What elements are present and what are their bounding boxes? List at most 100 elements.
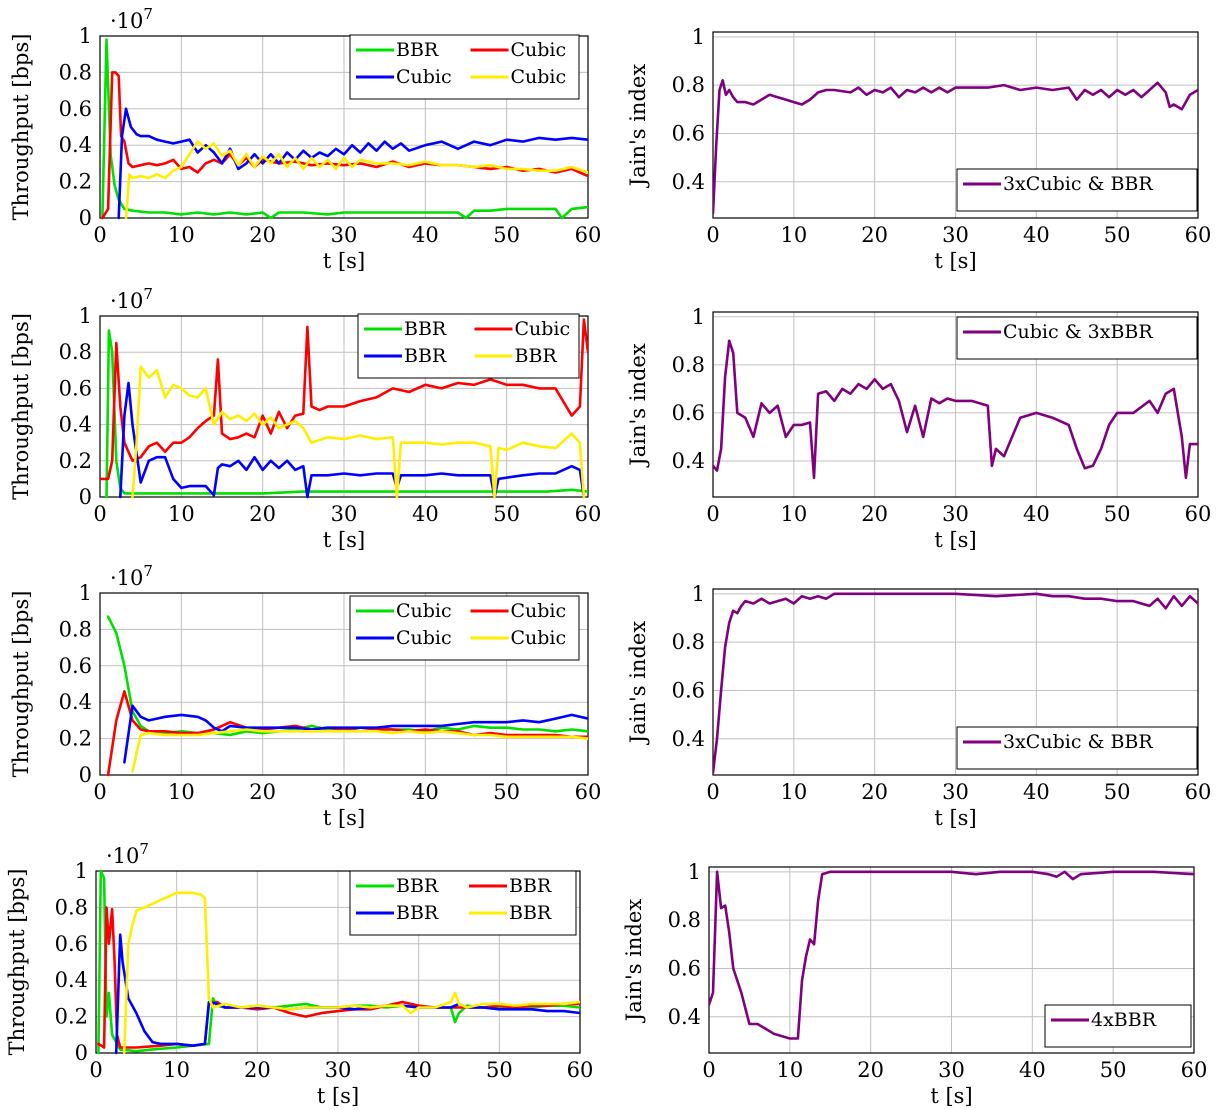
- y-tick-label: 0.8: [668, 908, 701, 932]
- x-tick-label: 20: [249, 780, 276, 804]
- series-group: [713, 79, 1198, 215]
- y-tick-label: 0.6: [59, 376, 92, 400]
- x-tick-label: 10: [780, 502, 807, 526]
- x-axis-label: t [s]: [317, 1084, 359, 1108]
- x-tick-label: 40: [1023, 780, 1050, 804]
- x-tick-label: 40: [412, 780, 439, 804]
- x-tick-label: 0: [706, 223, 719, 247]
- y-tick-label: 1: [79, 24, 92, 48]
- series-line-3: [119, 381, 586, 499]
- plot-frame: [708, 866, 1195, 1054]
- y-axis-label: Jain's index: [622, 899, 646, 1024]
- legend-label: BBR: [404, 318, 447, 340]
- y-tick-label: 1: [692, 582, 705, 606]
- legend-label: 4xBBR: [1091, 1009, 1157, 1031]
- y-tick-label: 0.6: [59, 97, 92, 121]
- y-tick-label: 0.2: [59, 727, 92, 751]
- chart-8: 0 10 20 30 40 50 60 0.4 0.6 0.8 1 t [s] Jain's index…: [622, 860, 1207, 1108]
- y-tick-label: 0.4: [59, 690, 92, 714]
- x-tick-label: 60: [1185, 502, 1212, 526]
- x-axis-label: t [s]: [934, 528, 976, 552]
- x-tick-label: 50: [1104, 780, 1131, 804]
- legend-label: BBR: [404, 345, 447, 367]
- x-tick-label: 0: [706, 502, 719, 526]
- x-tick-label: 10: [780, 780, 807, 804]
- y-axis-label: Throughput [bps]: [9, 313, 33, 500]
- legend-box: [956, 726, 1198, 770]
- y-tick-label: 0: [75, 1041, 88, 1065]
- legend-box: [349, 595, 580, 661]
- legend-label: BBR: [515, 345, 558, 367]
- chart-5: 0 10 20 30 40 50 60 0 0.2 0.4 0.6 0.8 1 t [s] Throughp…: [9, 562, 601, 830]
- y-tick-label: 0.4: [59, 413, 92, 437]
- y-tick-label: 1: [79, 304, 92, 328]
- legend-label: 3xCubic & BBR: [1003, 173, 1153, 195]
- legend-box: [349, 34, 580, 100]
- y-tick-label: 1: [692, 25, 705, 49]
- y-tick-label: 0.6: [672, 401, 705, 425]
- series-line-2: [100, 318, 588, 481]
- y-tick-label: 0.2: [59, 449, 92, 473]
- chart-2: 0 10 20 30 40 50 60 0.4 0.6 0.8 1 t [s] Jain's index…: [626, 25, 1211, 273]
- y-tick-label: 0.6: [55, 932, 88, 956]
- x-tick-label: 40: [412, 223, 439, 247]
- legend-label: Cubic: [511, 39, 567, 61]
- legend-label: Cubic: [515, 318, 571, 340]
- y-tick-label: 0.6: [672, 121, 705, 145]
- scale-note: ·107: [110, 285, 153, 313]
- series-line-2: [106, 689, 588, 777]
- series-line-4: [122, 891, 580, 1055]
- scale-exponent: 7: [143, 285, 153, 303]
- series-line-4: [131, 728, 588, 773]
- y-tick-label: 0: [79, 763, 92, 787]
- legend-label: Cubic: [511, 600, 567, 622]
- legend-box: [1044, 1004, 1192, 1048]
- x-tick-label: 60: [575, 502, 602, 526]
- x-axis-label: t [s]: [934, 249, 976, 273]
- x-tick-label: 30: [942, 502, 969, 526]
- y-tick-label: 0.4: [672, 170, 705, 194]
- y-tick-label: 0.6: [59, 654, 92, 678]
- y-axis-label: Jain's index: [626, 64, 650, 189]
- x-tick-label: 40: [1023, 502, 1050, 526]
- series-group: [97, 869, 580, 1055]
- x-tick-label: 10: [168, 780, 195, 804]
- plot-frame: [99, 35, 589, 219]
- y-tick-label: 1: [79, 581, 92, 605]
- y-tick-label: 0.8: [672, 353, 705, 377]
- series-group: [713, 592, 1198, 774]
- series-line-1: [713, 79, 1198, 215]
- y-tick-label: 0.4: [672, 727, 705, 751]
- x-tick-label: 50: [493, 780, 520, 804]
- x-tick-label: 50: [1104, 223, 1131, 247]
- plot-frame: [99, 592, 589, 776]
- x-tick-label: 20: [249, 223, 276, 247]
- x-tick-label: 20: [857, 1058, 884, 1082]
- series-line-3: [123, 704, 588, 764]
- legend-label: BBR: [396, 902, 439, 924]
- legend: 4xBBR: [1044, 1004, 1192, 1048]
- legend-label: 3xCubic & BBR: [1003, 731, 1153, 753]
- y-tick-label: 0.8: [59, 340, 92, 364]
- x-tick-label: 60: [1181, 1058, 1208, 1082]
- scale-note: ·107: [106, 840, 149, 868]
- legend-label: BBR: [509, 902, 552, 924]
- legend-label: Cubic: [396, 66, 452, 88]
- y-tick-label: 1: [75, 859, 88, 883]
- x-tick-label: 30: [325, 1058, 352, 1082]
- x-tick-label: 20: [861, 502, 888, 526]
- x-tick-label: 60: [1185, 223, 1212, 247]
- legend-label: Cubic: [511, 66, 567, 88]
- x-axis-label: t [s]: [323, 806, 365, 830]
- y-axis-label: Jain's index: [626, 621, 650, 746]
- legend: 3xCubic & BBR: [956, 168, 1198, 212]
- y-tick-label: 0.8: [672, 630, 705, 654]
- series-line-4: [131, 365, 586, 499]
- legend: BBR Cubic BBR BBR: [357, 313, 580, 379]
- x-tick-label: 0: [706, 780, 719, 804]
- legend-label: BBR: [396, 875, 439, 897]
- x-tick-label: 50: [493, 223, 520, 247]
- legend-label: BBR: [396, 39, 439, 61]
- y-axis-label: Throughput [bps]: [5, 869, 29, 1056]
